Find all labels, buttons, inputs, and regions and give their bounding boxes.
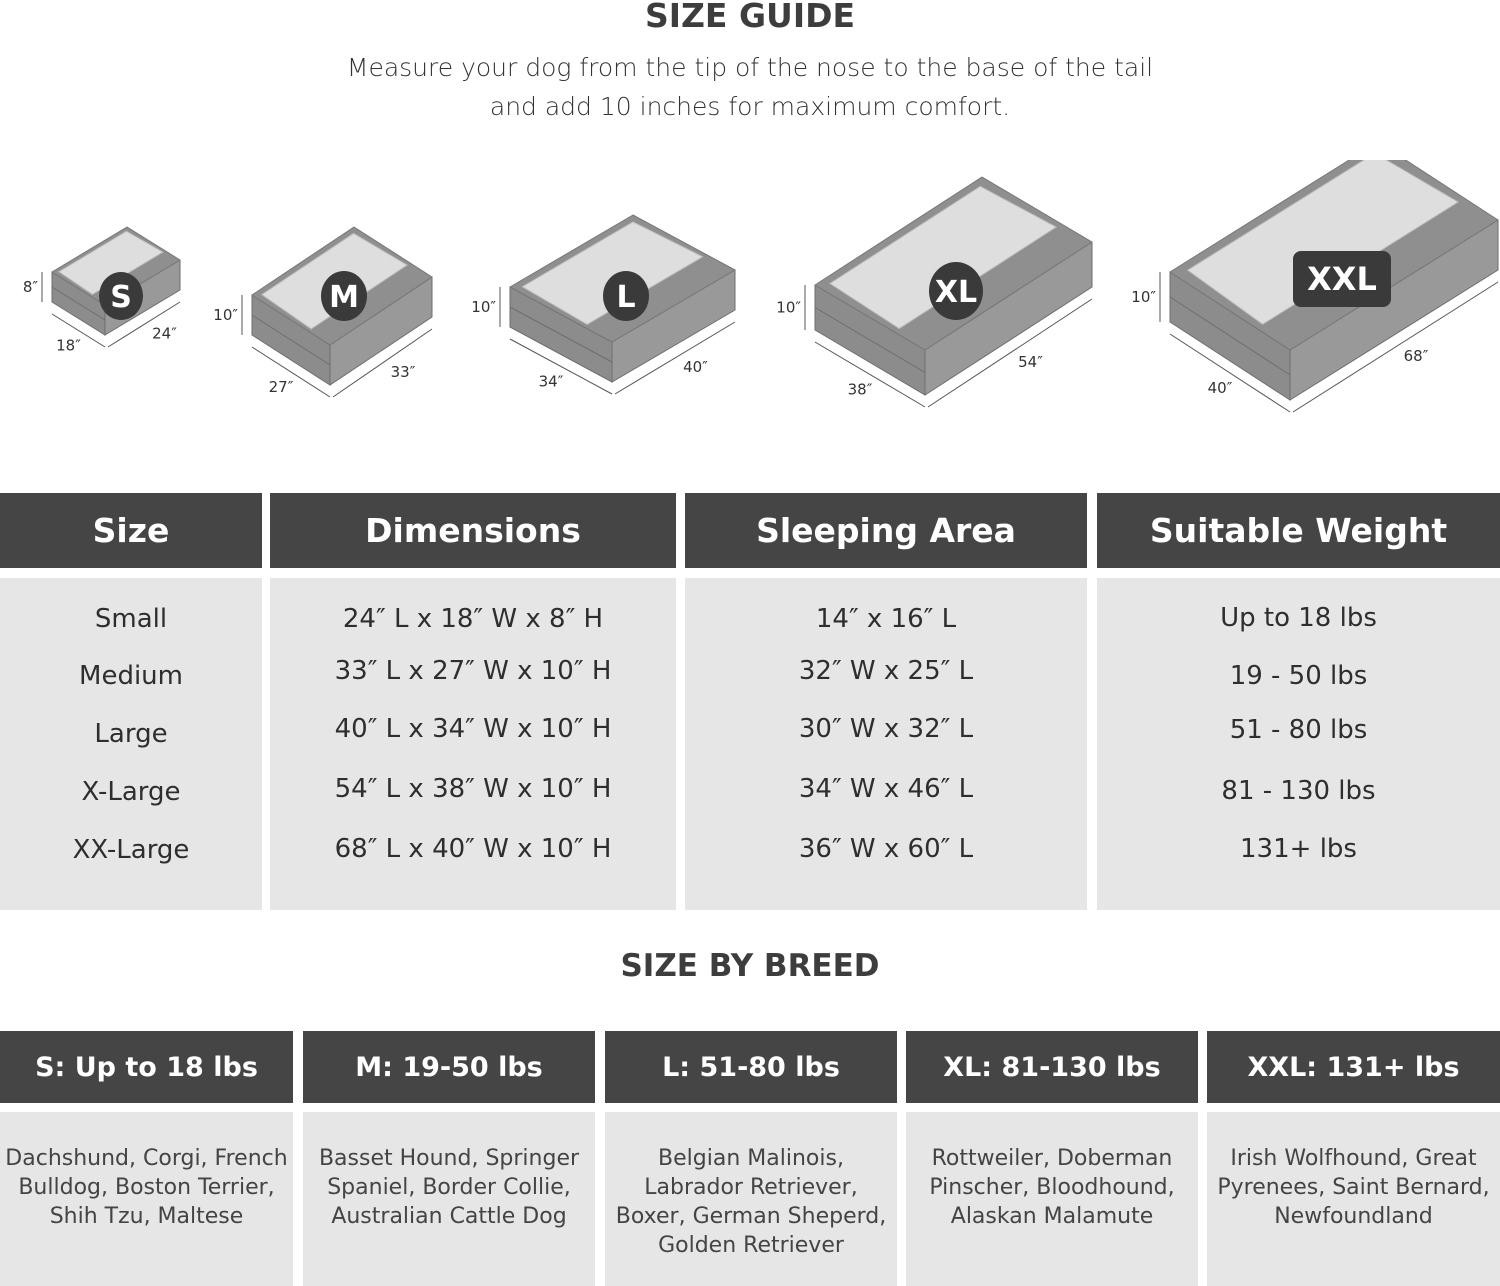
size-badge	[929, 262, 983, 320]
width-label: 27″	[269, 378, 294, 396]
bed-seam	[814, 307, 926, 373]
bed-cushion	[521, 221, 704, 326]
size-table-cell: Up to 18 lbs	[1220, 603, 1377, 633]
size-badge-label: XXL	[1307, 260, 1377, 298]
size-table-cell: Small	[94, 604, 168, 634]
width-dimension-line	[509, 338, 613, 395]
size-table-cell: 54″ L x 38″ W x 10″ H	[334, 774, 612, 804]
bed-cushion	[1186, 160, 1460, 325]
height-label: 10″	[1131, 288, 1156, 306]
size-table-header: Suitable Weight	[1097, 493, 1500, 568]
size-table-cell: Large	[94, 719, 168, 749]
size-badge-label: M	[329, 280, 359, 315]
size-table-cell: 40″ L x 34″ W x 10″ H	[334, 714, 612, 744]
width-label: 38″	[848, 381, 873, 399]
size-badge	[99, 272, 143, 320]
breed-list: Rottweiler, Doberman Pinscher, Bloodhoun…	[929, 1146, 1175, 1229]
size-table-cell: 24″ L x 18″ W x 8″ H	[342, 604, 604, 634]
size-table-cell: 19 - 50 lbs	[1229, 661, 1368, 691]
length-label: 24″	[152, 325, 177, 343]
length-dimension-line	[107, 301, 181, 348]
size-badge	[1293, 251, 1391, 307]
breed-table-header: L: 51-80 lbs	[605, 1031, 897, 1103]
breed-table-column: Basset Hound, Springer Spaniel, Border C…	[303, 1112, 595, 1286]
length-label: 68″	[1404, 347, 1429, 365]
breed-table-header: XL: 81-130 lbs	[906, 1031, 1198, 1103]
bed-seam	[251, 314, 331, 366]
subtitle-line: and add 10 inches for maximum comfort.	[489, 92, 1011, 121]
bed-seam	[509, 306, 613, 363]
size-badge-label: S	[110, 280, 132, 315]
breed-list: Dachshund, Corgi, French Bulldog, Boston…	[5, 1146, 288, 1229]
breed-table-header: S: Up to 18 lbs	[0, 1031, 293, 1103]
breed-list: Belgian Malinois, Labrador Retriever, Bo…	[615, 1146, 887, 1258]
breed-section-title: SIZE BY BREED	[620, 948, 880, 984]
size-badge	[321, 271, 367, 321]
breed-table-column: Belgian Malinois, Labrador Retriever, Bo…	[605, 1112, 897, 1286]
height-label: 10″	[471, 298, 496, 316]
length-dimension-line	[614, 321, 736, 395]
size-table-cell: XX-Large	[72, 835, 190, 865]
size-table-header: Sleeping Area	[685, 493, 1087, 568]
size-table-column: 24″ L x 18″ W x 8″ H 33″ L x 27″ W x 10″ …	[270, 578, 676, 910]
bed-seam	[1169, 296, 1291, 376]
width-label: 40″	[1208, 379, 1233, 397]
breed-table-header: M: 19-50 lbs	[303, 1031, 595, 1103]
size-table-header: Dimensions	[270, 493, 676, 568]
size-badge-label: XL	[935, 275, 977, 310]
size-table-cell: 32″ W x 25″ L	[798, 656, 974, 686]
size-table-column: 14″ x 16″ L 32″ W x 25″ L 30″ W x 32″ L 34″…	[685, 578, 1087, 910]
length-label: 40″	[683, 358, 708, 376]
size-table-cell: X-Large	[81, 777, 181, 807]
page-title: SIZE GUIDE	[644, 0, 856, 35]
size-table-header: Size	[0, 493, 262, 568]
width-dimension-line	[814, 341, 926, 408]
breed-list: Irish Wolfhound, Great Pyrenees, Saint B…	[1217, 1146, 1490, 1229]
bed-cushion	[829, 185, 1058, 330]
size-table-cell: 68″ L x 40″ W x 10″ H	[334, 834, 612, 864]
size-table-cell: Medium	[79, 661, 183, 691]
breed-table-column: Dachshund, Corgi, French Bulldog, Boston…	[0, 1112, 293, 1286]
subtitle-line: Measure your dog from the tip of the nos…	[346, 53, 1154, 82]
size-table-cell: 51 - 80 lbs	[1229, 715, 1368, 745]
size-table-column: Up to 18 lbs 19 - 50 lbs 51 - 80 lbs 81 - 1…	[1097, 578, 1500, 910]
breed-table-column: Rottweiler, Doberman Pinscher, Bloodhoun…	[906, 1112, 1198, 1286]
width-dimension-line	[51, 313, 106, 348]
size-table-cell: 131+ lbs	[1240, 834, 1357, 864]
size-table-cell: 30″ W x 32″ L	[798, 714, 974, 744]
size-table-cell: 33″ L x 27″ W x 10″ H	[334, 656, 612, 686]
size-table-column: Small Medium Large X-Large XX-Large	[0, 578, 262, 910]
length-dimension-line	[1292, 281, 1499, 413]
length-dimension-line	[332, 328, 433, 398]
breed-list: Basset Hound, Springer Spaniel, Border C…	[318, 1146, 580, 1229]
size-table-cell: 34″ W x 46″ L	[798, 774, 974, 804]
size-table-cell: 36″ W x 60″ L	[798, 834, 974, 864]
length-dimension-line	[927, 298, 1093, 408]
width-label: 18″	[56, 337, 81, 355]
height-label: 10″	[776, 299, 801, 317]
bed-illustrations: 8″ 18″ 24″ S 10″ 27″ 33″ M 10″ 34″ 40″ L 10″ 38″ 54″ XL…	[23, 160, 1499, 413]
height-label: 8″	[23, 278, 39, 296]
breed-table-header: XXL: 131+ lbs	[1207, 1031, 1500, 1103]
height-label: 10″	[213, 306, 238, 324]
size-table-cell: 81 - 130 lbs	[1221, 776, 1376, 806]
page-subtitle: Measure your dog from the tip of the nos…	[0, 48, 1500, 126]
size-badge-label: L	[616, 280, 635, 315]
size-table-cell: 14″ x 16″ L	[815, 604, 957, 634]
size-badge	[603, 271, 649, 321]
length-label: 33″	[391, 363, 416, 381]
bed-cushion	[58, 230, 164, 296]
breed-table-column: Irish Wolfhound, Great Pyrenees, Saint B…	[1207, 1112, 1500, 1286]
width-label: 34″	[539, 373, 564, 391]
width-dimension-line	[251, 346, 331, 398]
bed-seam	[51, 286, 106, 321]
width-dimension-line	[1169, 333, 1291, 413]
length-label: 54″	[1018, 353, 1043, 371]
